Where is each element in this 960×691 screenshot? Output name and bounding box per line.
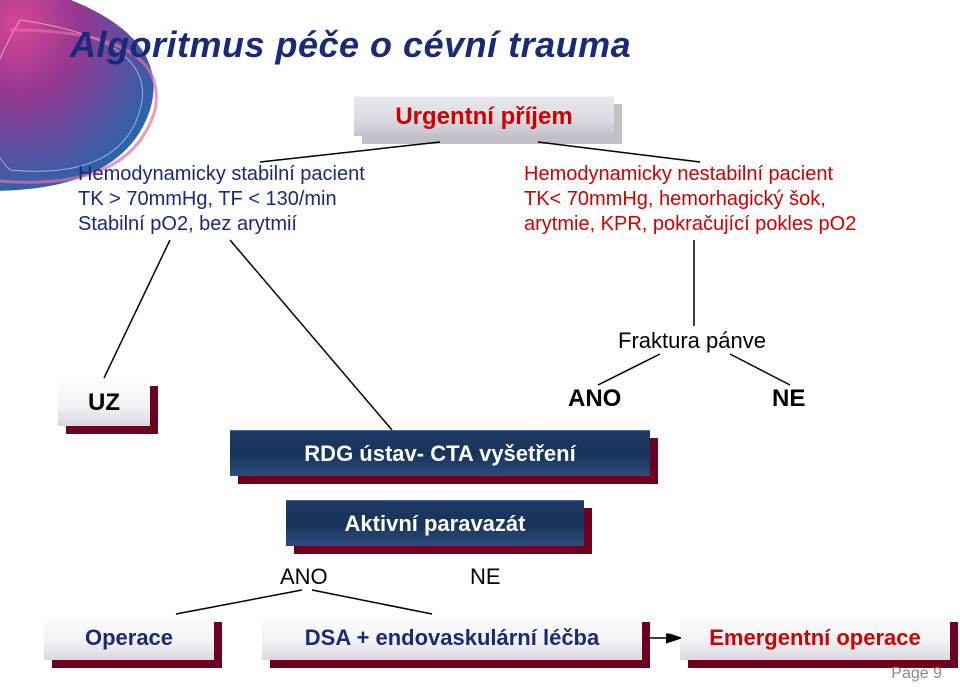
slide-content: Algoritmus péče o cévní trauma Urgentní …: [0, 0, 960, 691]
flow-lines: [0, 0, 960, 691]
